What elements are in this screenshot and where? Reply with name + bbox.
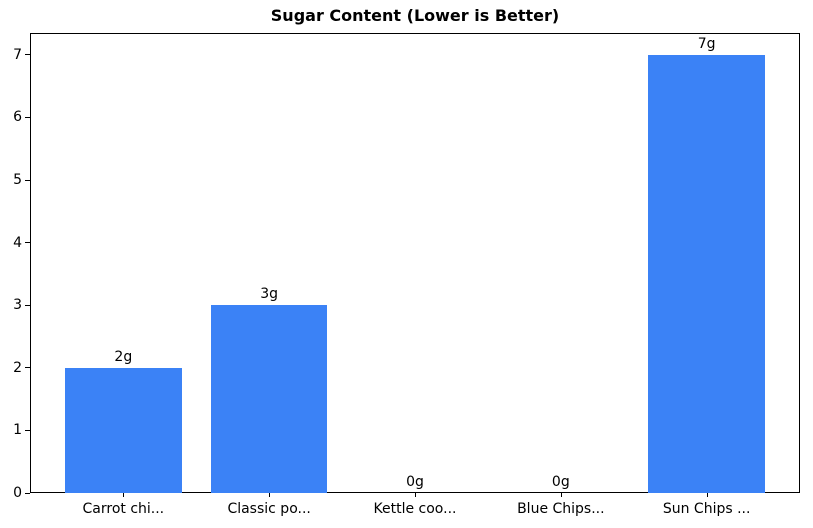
y-tick-mark (25, 493, 30, 494)
x-tick-label: Blue Chips... (517, 501, 605, 517)
bar (65, 367, 182, 493)
y-tick-mark (25, 54, 30, 55)
y-tick-mark (25, 242, 30, 243)
y-tick-label: 2 (13, 359, 22, 376)
y-tick-label: 4 (13, 234, 22, 251)
bar-value-label: 0g (551, 474, 570, 490)
y-tick-mark (25, 430, 30, 431)
x-tick-mark (561, 493, 562, 497)
bar-value-label: 2g (114, 348, 133, 365)
x-tick-label: Carrot chi... (82, 501, 165, 517)
bar-value-label: 0g (406, 474, 424, 490)
x-tick-label: Sun Chips ... (662, 501, 751, 517)
bar-value-label: 3g (260, 286, 279, 303)
y-tick-label: 5 (13, 172, 22, 189)
chart-title: Sugar Content (Lower is Better) (270, 6, 560, 25)
y-tick-label: 0 (13, 485, 22, 501)
y-tick-mark (25, 305, 30, 306)
x-tick-mark (269, 493, 270, 497)
x-tick-mark (707, 493, 708, 497)
bar (210, 305, 328, 493)
x-tick-mark (415, 493, 416, 497)
y-tick-mark (25, 367, 30, 368)
bar-value-label: 7g (697, 35, 716, 52)
x-tick-mark (123, 493, 124, 497)
y-tick-mark (25, 117, 30, 118)
bar (648, 54, 765, 493)
y-tick-label: 1 (13, 422, 22, 439)
x-tick-label: Kettle coo... (373, 501, 457, 517)
y-tick-label: 6 (13, 109, 22, 126)
y-tick-label: 7 (13, 46, 22, 63)
y-tick-label: 3 (13, 297, 22, 314)
y-tick-mark (25, 180, 30, 181)
x-tick-label: Classic po... (227, 501, 311, 517)
